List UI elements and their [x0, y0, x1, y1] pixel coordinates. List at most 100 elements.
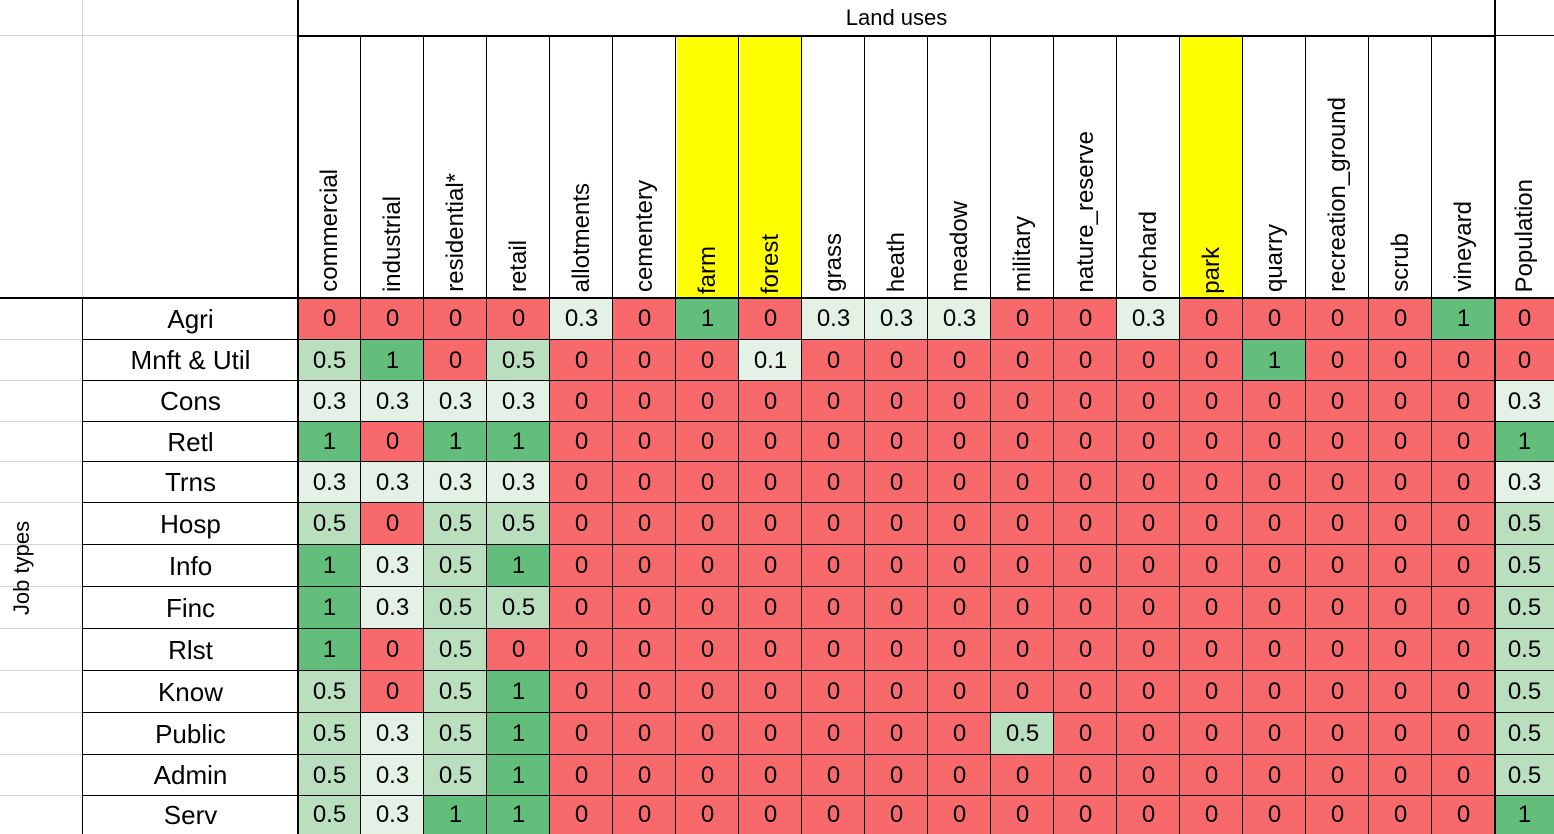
matrix-cell: 1 [298, 422, 361, 462]
gridline [0, 586, 83, 587]
matrix-cell: 0 [991, 298, 1054, 340]
matrix-cell: 0 [613, 298, 676, 340]
matrix-cell: 1 [361, 340, 424, 381]
column-header: cementery [613, 36, 676, 298]
matrix-cell: 0 [928, 340, 991, 381]
matrix-cell: 0 [1117, 503, 1180, 545]
table-border [864, 36, 865, 834]
side-label: Job types [9, 520, 34, 616]
matrix-cell: 0 [802, 671, 865, 713]
table-border [83, 628, 1554, 629]
matrix-cell: 0 [1306, 422, 1369, 462]
matrix-cell: 0 [550, 587, 613, 629]
table-border [1053, 36, 1054, 834]
column-header-label: heath [882, 231, 910, 292]
matrix-cell: 1 [424, 422, 487, 462]
matrix-cell: 0.3 [1117, 298, 1180, 340]
column-header: recreation_ground [1306, 36, 1369, 298]
matrix-cell: 0 [1117, 713, 1180, 755]
matrix-cell: 0 [1054, 381, 1117, 422]
matrix-cell: 0 [1306, 796, 1369, 834]
matrix-cell: 0 [928, 671, 991, 713]
matrix-cell: 0 [991, 503, 1054, 545]
matrix-cell: 0 [613, 796, 676, 834]
matrix-cell: 0 [550, 381, 613, 422]
matrix-cell: 0.5 [1495, 755, 1554, 796]
matrix-cell: 0 [991, 629, 1054, 671]
matrix-cell: 0 [991, 671, 1054, 713]
column-header: quarry [1243, 36, 1306, 298]
matrix-cell: 0 [1243, 755, 1306, 796]
matrix-cell: 1 [1432, 298, 1495, 340]
matrix-cell: 1 [487, 545, 550, 587]
column-header: allotments [550, 36, 613, 298]
table-border [612, 36, 613, 834]
column-header: farm [676, 36, 739, 298]
matrix-cell: 0 [928, 629, 991, 671]
matrix-cell: 0 [676, 629, 739, 671]
row-label: Finc [83, 587, 298, 629]
matrix-cell: 0 [802, 340, 865, 381]
matrix-cell: 0 [550, 796, 613, 834]
matrix-cell: 0 [550, 671, 613, 713]
column-header: nature_reserve [1054, 36, 1117, 298]
matrix-cell: 0 [1180, 796, 1243, 834]
matrix-cell: 0 [676, 340, 739, 381]
row-label: Hosp [83, 503, 298, 545]
matrix-cell: 0 [676, 671, 739, 713]
matrix-cell: 0 [991, 545, 1054, 587]
matrix-cell: 0 [1432, 671, 1495, 713]
matrix-cell: 0 [928, 587, 991, 629]
matrix-cell: 0 [613, 422, 676, 462]
matrix-cell: 0 [1495, 340, 1554, 381]
matrix-cell: 0 [1180, 503, 1243, 545]
matrix-cell: 0 [865, 713, 928, 755]
matrix-cell: 0 [487, 298, 550, 340]
matrix-cell: 0 [739, 545, 802, 587]
column-header: scrub [1369, 36, 1432, 298]
matrix-cell: 0 [739, 713, 802, 755]
matrix-cell: 0 [991, 796, 1054, 834]
matrix-cell: 0 [1369, 755, 1432, 796]
column-header-label: park [1197, 247, 1225, 294]
matrix-cell: 0 [1117, 671, 1180, 713]
matrix-cell: 0.5 [298, 755, 361, 796]
column-header-label: orchard [1134, 210, 1162, 292]
matrix-cell: 0.3 [802, 298, 865, 340]
column-header-label: military [1008, 216, 1036, 292]
matrix-cell: 0.5 [298, 503, 361, 545]
column-header-label: forest [756, 233, 784, 294]
table-border [1242, 36, 1243, 834]
matrix-cell: 0.5 [1495, 545, 1554, 587]
matrix-cell: 0.3 [298, 462, 361, 503]
matrix-cell: 0 [1243, 713, 1306, 755]
matrix-cell: 0.5 [1495, 587, 1554, 629]
matrix-cell: 0 [802, 713, 865, 755]
row-label: Admin [83, 755, 298, 796]
matrix-cell: 0 [613, 503, 676, 545]
matrix-cell: 0 [676, 381, 739, 422]
matrix-cell: 0 [676, 462, 739, 503]
matrix-cell: 0 [1180, 462, 1243, 503]
matrix-cell: 0 [1243, 298, 1306, 340]
matrix-cell: 0 [865, 545, 928, 587]
matrix-cell: 0.5 [991, 713, 1054, 755]
matrix-cell: 0 [1054, 545, 1117, 587]
matrix-cell: 0 [550, 545, 613, 587]
column-header-label: commercial [315, 169, 343, 292]
matrix-cell: 0 [739, 755, 802, 796]
table-border [83, 502, 1554, 503]
row-label: Know [83, 671, 298, 713]
gridline [0, 461, 83, 462]
matrix-cell: 0 [1306, 340, 1369, 381]
matrix-cell: 1 [487, 713, 550, 755]
table-border [1179, 36, 1180, 834]
matrix-cell: 0 [1432, 587, 1495, 629]
table-border [1116, 36, 1117, 834]
matrix-cell: 0 [550, 713, 613, 755]
matrix-cell: 0 [487, 629, 550, 671]
matrix-cell: 0.3 [361, 462, 424, 503]
matrix-cell: 1 [1495, 422, 1554, 462]
matrix-cell: 0 [1369, 503, 1432, 545]
